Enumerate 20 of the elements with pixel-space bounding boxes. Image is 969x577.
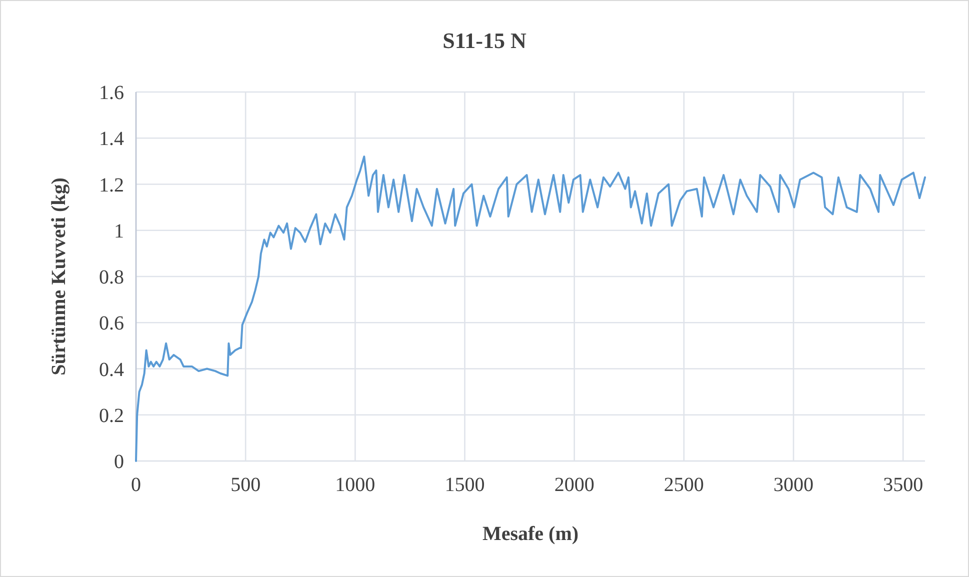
y-tick-label: 0.6 (99, 312, 124, 335)
x-tick-label: 3000 (774, 474, 814, 496)
x-axis-title: Mesafe (m) (482, 523, 579, 545)
y-tick-label: 1.6 (99, 82, 124, 104)
y-tick-label: 1 (114, 220, 124, 242)
y-tick-label: 0 (114, 451, 124, 473)
y-tick-label: 0.2 (99, 404, 124, 427)
x-tick-label: 2000 (554, 474, 594, 496)
y-axis-title: Sürtünme Kuvveti (kg) (48, 178, 70, 376)
x-tick-label: 1000 (335, 474, 376, 496)
x-tick-label: 0 (131, 474, 141, 496)
x-tick-label: 500 (230, 474, 261, 496)
chart-title: S11-15 N (442, 28, 526, 53)
y-tick-label: 0.8 (99, 266, 124, 288)
x-tick-label: 2500 (664, 474, 704, 496)
y-tick-label: 0.4 (99, 358, 124, 381)
x-tick-label: 1500 (444, 474, 485, 496)
y-tick-label: 1.2 (99, 174, 124, 196)
y-tick-label: 1.4 (99, 128, 124, 150)
x-tick-label: 3500 (883, 474, 924, 496)
